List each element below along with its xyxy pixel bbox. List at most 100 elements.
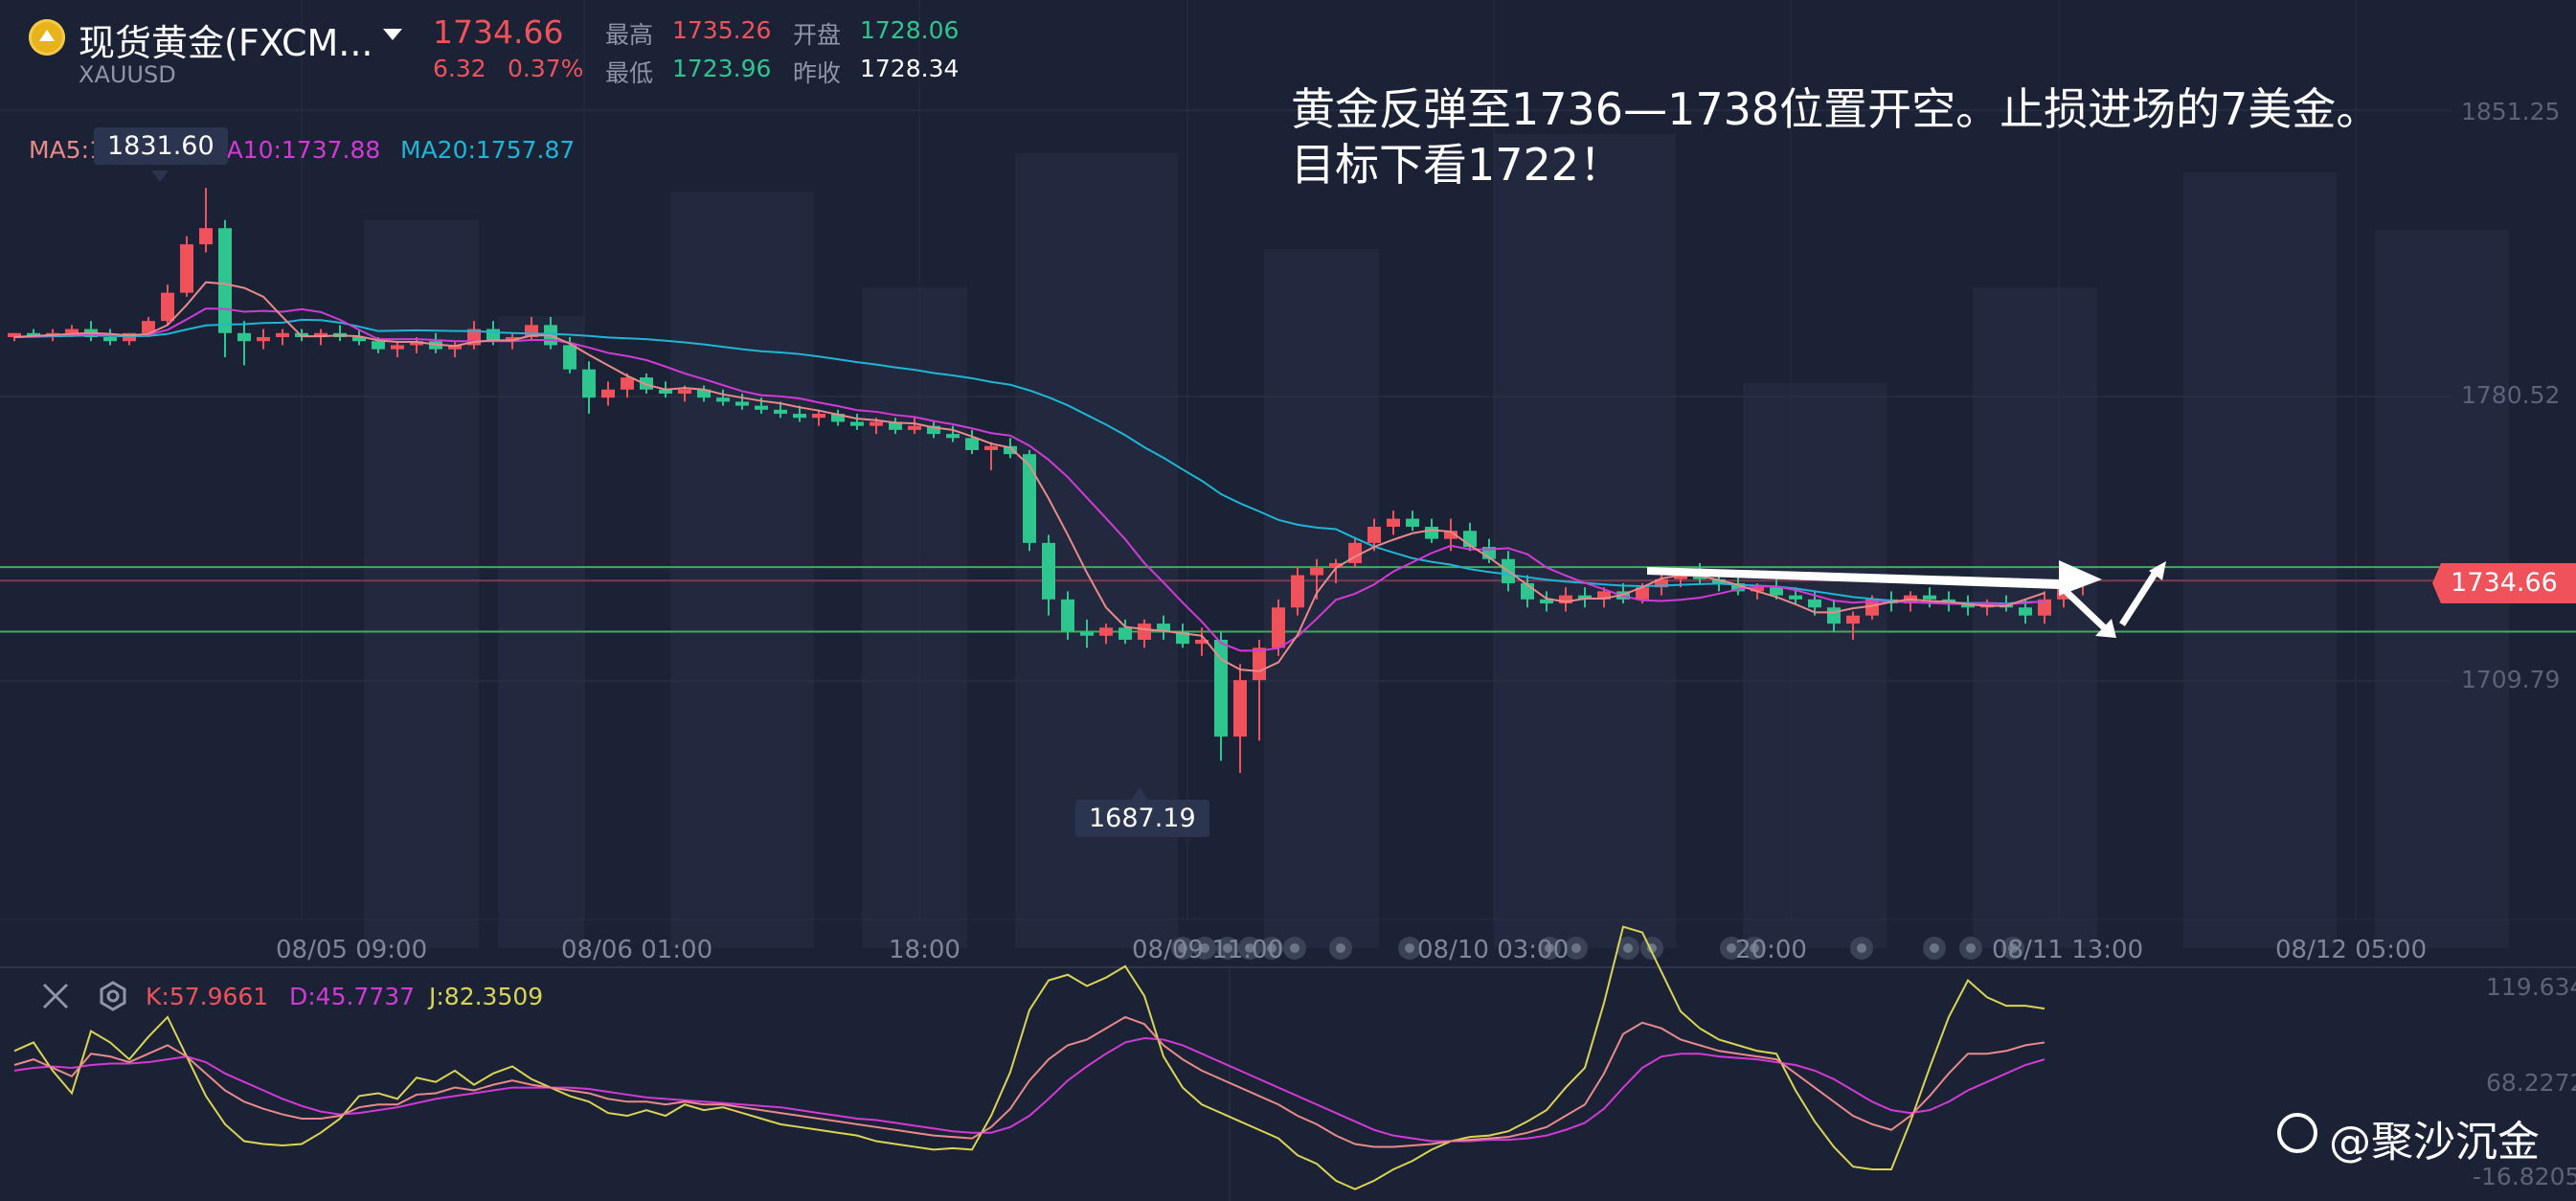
time-axis-label: 18:00 bbox=[889, 936, 960, 964]
candle-body bbox=[1865, 599, 1879, 616]
candle-body bbox=[927, 425, 940, 435]
candle-body bbox=[1751, 587, 1764, 592]
candle-body bbox=[793, 414, 806, 419]
kdj-axis-label: 119.634 bbox=[2486, 973, 2576, 1001]
candle-body bbox=[161, 292, 174, 322]
candle-body bbox=[563, 345, 576, 370]
candle-body bbox=[218, 228, 232, 333]
candle-body bbox=[1559, 595, 1572, 604]
time-axis-label: 08/06 01:00 bbox=[561, 936, 713, 964]
candle-body bbox=[755, 405, 768, 410]
event-dot-core bbox=[2008, 943, 2018, 953]
candle-body bbox=[391, 345, 404, 350]
kdj-d-line bbox=[13, 1037, 2045, 1143]
candle-body bbox=[1176, 631, 1189, 645]
arrow-up-segment bbox=[2119, 569, 2159, 626]
arrow-up-head bbox=[2149, 561, 2166, 580]
event-dot-core bbox=[1545, 943, 1554, 953]
candle-body bbox=[812, 414, 825, 419]
current-price-tag: 1734.66 bbox=[2432, 563, 2576, 603]
candle-body bbox=[1444, 531, 1457, 539]
event-dot-core bbox=[1405, 943, 1414, 953]
candle-body bbox=[1770, 587, 1783, 596]
candle-body bbox=[1540, 599, 1553, 604]
event-dot-core bbox=[1290, 943, 1299, 953]
brand-logo-icon bbox=[2277, 1113, 2317, 1153]
event-dot-core bbox=[1223, 943, 1232, 953]
arrow-down-head bbox=[2095, 619, 2116, 638]
candle-body bbox=[1214, 639, 1228, 737]
open-value: 1728.06 bbox=[860, 16, 960, 44]
kdj-k-value: K:57.9661 bbox=[146, 983, 269, 1010]
event-dot-core bbox=[1245, 943, 1254, 953]
candle-body bbox=[65, 329, 79, 333]
candle-body bbox=[1846, 615, 1860, 624]
ma5-line bbox=[13, 281, 2045, 672]
price-axis-label: 1709.79 bbox=[2461, 666, 2561, 693]
candle-body bbox=[2038, 599, 2051, 616]
candle-body bbox=[601, 389, 615, 398]
candle-body bbox=[870, 421, 883, 426]
candle-body bbox=[1387, 518, 1400, 528]
prev-close-value: 1728.34 bbox=[860, 55, 960, 82]
price-axis-label: 1851.25 bbox=[2461, 98, 2561, 125]
close-icon[interactable] bbox=[40, 981, 71, 1011]
price-axis-label: 1780.52 bbox=[2461, 381, 2561, 409]
candle-body bbox=[1004, 445, 1017, 455]
candle-body bbox=[486, 329, 500, 342]
ma10-legend: MA10:1737.88 bbox=[206, 136, 381, 164]
candle-body bbox=[1655, 578, 1668, 588]
chevron-down-icon[interactable] bbox=[383, 29, 402, 40]
candle-body bbox=[103, 336, 117, 342]
candle-body bbox=[716, 397, 730, 402]
event-dot-core bbox=[1750, 943, 1759, 953]
candle-body bbox=[1233, 680, 1247, 737]
kdj-d-value: D:45.7737 bbox=[289, 983, 416, 1010]
candle-body bbox=[410, 341, 423, 346]
candle-body bbox=[1157, 623, 1170, 632]
candle-body bbox=[8, 332, 21, 337]
candle-body bbox=[2019, 607, 2032, 616]
ma10-line bbox=[13, 307, 2045, 652]
candle-body bbox=[1808, 599, 1821, 608]
candle-body bbox=[1099, 627, 1113, 636]
candle-body bbox=[1425, 527, 1438, 539]
event-dot-core bbox=[1178, 943, 1187, 953]
instrument-title[interactable]: 现货黄金(FXCM... bbox=[79, 22, 373, 64]
candle-body bbox=[237, 332, 251, 342]
low-value: 1723.96 bbox=[672, 55, 772, 82]
gold-coin-icon bbox=[29, 19, 65, 56]
candle-body bbox=[352, 336, 366, 342]
candle-body bbox=[142, 321, 155, 333]
candle-body bbox=[506, 336, 519, 342]
kdj-j-line bbox=[13, 925, 2045, 1190]
candle-body bbox=[1061, 599, 1074, 632]
last-price: 1734.66 bbox=[433, 13, 564, 51]
time-axis-label: 08/05 09:00 bbox=[276, 936, 428, 964]
candle-body bbox=[678, 389, 691, 394]
candle-body bbox=[889, 421, 902, 430]
event-dot-core bbox=[1623, 943, 1633, 953]
event-dot-core bbox=[1336, 943, 1345, 953]
candle-body bbox=[1367, 527, 1381, 543]
candle-body bbox=[1329, 562, 1343, 568]
candle-body bbox=[448, 345, 462, 350]
max-price-marker: 1831.60 bbox=[94, 127, 228, 165]
settings-icon[interactable] bbox=[98, 981, 128, 1011]
candle-body bbox=[180, 244, 193, 293]
kdj-k-line bbox=[13, 1015, 2045, 1148]
trade-annotation: 黄金反弹至1736—1738位置开空。止损进场的7美金。 目标下看1722！ bbox=[1291, 81, 2440, 193]
min-price-marker: 1687.19 bbox=[1075, 800, 1209, 837]
candle-body bbox=[1023, 454, 1036, 543]
candle-body bbox=[1042, 542, 1055, 600]
candle-body bbox=[1712, 578, 1726, 583]
candle-body bbox=[314, 332, 328, 337]
candle-body bbox=[1291, 575, 1304, 608]
kdj-axis-label: 68.2272 bbox=[2486, 1069, 2576, 1097]
candle-body bbox=[1119, 627, 1132, 640]
event-dot-core bbox=[1966, 943, 1976, 953]
candle-body bbox=[908, 425, 921, 430]
ma20-legend: MA20:1757.87 bbox=[400, 136, 576, 164]
price-change-pct: 0.37% bbox=[508, 55, 584, 82]
